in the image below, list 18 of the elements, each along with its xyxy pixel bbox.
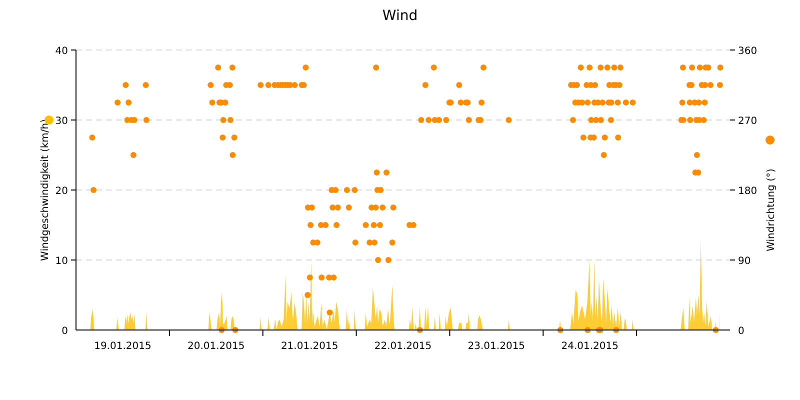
- x-tick-label: 22.01.2015: [374, 341, 432, 352]
- y2-axis-title: Windrichtung (°): [766, 168, 777, 252]
- y2-tick-label: 360: [738, 46, 758, 57]
- x-tick-label: 23.01.2015: [468, 341, 526, 352]
- y-tick-label: 40: [55, 46, 68, 57]
- y2-tick-label: 90: [738, 256, 751, 267]
- y2-tick-label: 180: [738, 186, 758, 197]
- y-tick-label: 20: [55, 186, 68, 197]
- chart-title: Wind: [382, 8, 418, 24]
- y-tick-label: 30: [55, 116, 68, 127]
- y-tick-label: 0: [62, 326, 68, 337]
- x-tick-label: 20.01.2015: [188, 341, 245, 352]
- x-tick-label: 24.01.2015: [561, 341, 618, 352]
- x-tick-label: 21.01.2015: [280, 341, 338, 352]
- y2-tick-label: 0: [738, 326, 744, 337]
- y2-tick-label: 270: [738, 116, 758, 127]
- y-tick-label: 10: [55, 256, 68, 267]
- x-tick-label: 19.01.2015: [94, 341, 152, 352]
